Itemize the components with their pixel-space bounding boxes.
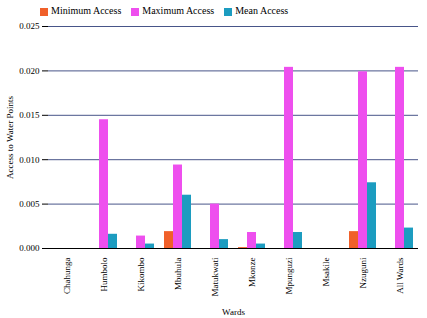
svg-text:0.015: 0.015 [19,110,40,120]
svg-text:Wards: Wards [222,307,245,317]
svg-text:0.005: 0.005 [19,199,40,209]
html-text:Minimum Access: Minimum Access [51,5,122,16]
svg-text:Access to Water Points: Access to Water Points [5,96,15,179]
svg-text:Mpunguzi: Mpunguzi [284,257,294,294]
svg-text:0.010: 0.010 [19,155,40,165]
svg-text:Nzuguni: Nzuguni [358,257,368,288]
svg-text:Matukwati: Matukwati [210,257,220,296]
svg-text:Humbolo: Humbolo [99,257,109,292]
svg-text:Kikombo: Kikombo [136,257,146,292]
svg-text:All Wards: All Wards [395,257,405,294]
svg-text:Chahunga: Chahunga [62,258,72,295]
svg-text:Mkonze: Mkonze [247,258,257,288]
svg-text:0.025: 0.025 [19,21,40,31]
svg-text:0.020: 0.020 [19,66,40,76]
svg-text:Msakile: Msakile [321,257,331,286]
svg-text:0.000: 0.000 [19,243,40,253]
html-text:Maximum Access: Maximum Access [142,5,215,16]
html-text:Mean Access: Mean Access [235,5,289,16]
svg-text:Mbuhula: Mbuhula [173,257,183,290]
